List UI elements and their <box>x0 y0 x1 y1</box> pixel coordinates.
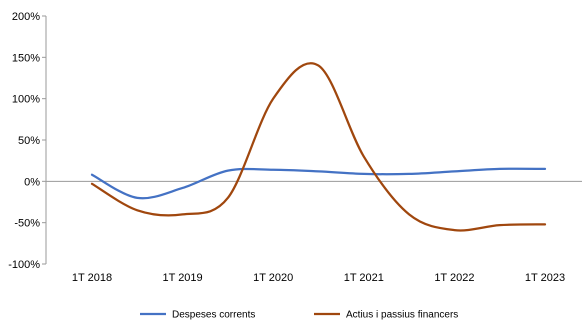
y-tick-label: 100% <box>12 94 40 106</box>
series-lines <box>90 62 547 232</box>
x-axis: 1T 2018 1T 2019 1T 2020 1T 2021 1T 2022 1T 20… <box>46 180 582 284</box>
series-line-2 <box>90 62 547 232</box>
y-tick-label: -100% <box>8 259 40 271</box>
legend: Despeses corrents Actius i passius financ… <box>140 310 458 320</box>
x-tick-label: 1T 2019 <box>163 272 203 284</box>
legend-label: Despeses corrents <box>172 310 255 320</box>
y-axis: 200% 150% 100% 50% 0% -50% -100% <box>8 11 47 271</box>
x-tick-label: 1T 2022 <box>434 272 474 284</box>
x-tick-label: 1T 2021 <box>344 272 384 284</box>
y-tick-label: 150% <box>12 52 40 64</box>
x-tick-label: 1T 2020 <box>253 272 293 284</box>
y-tick-label: 0% <box>24 176 40 188</box>
x-tick-label: 1T 2018 <box>72 272 112 284</box>
y-tick-label: -50% <box>14 218 40 230</box>
x-tick-label: 1T 2023 <box>525 272 565 284</box>
legend-label: Actius i passius financers <box>346 310 458 320</box>
series-line-1 <box>90 167 547 200</box>
y-tick-label: 50% <box>18 135 40 147</box>
y-tick-label: 200% <box>12 11 40 23</box>
